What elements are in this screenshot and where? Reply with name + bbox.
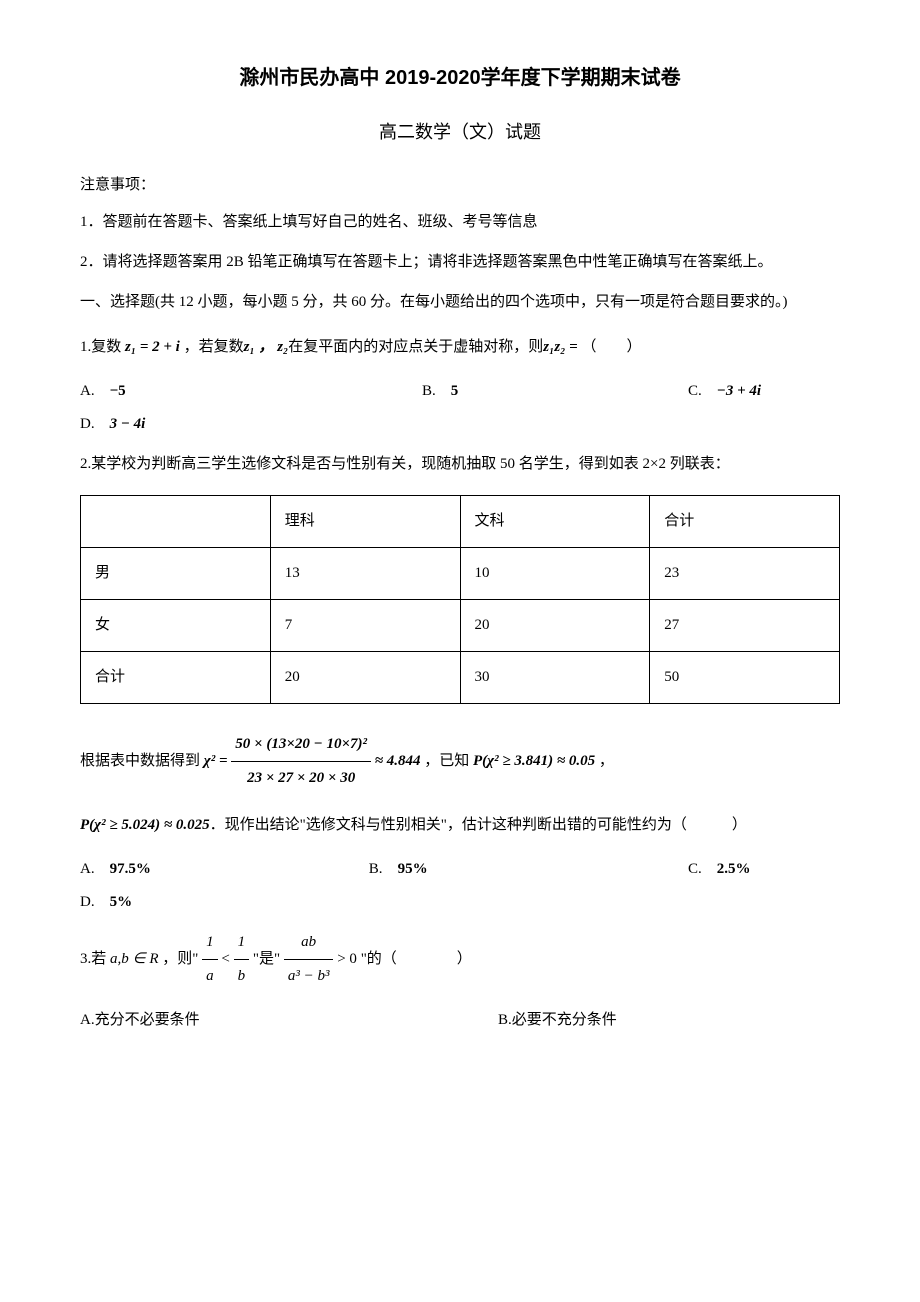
q3-gt0: > 0 <box>333 951 356 967</box>
q3-mid2: "是" <box>249 951 284 967</box>
q2-conclusion: ．现作出结论"选修文科与性别相关"，估计这种判断出错的可能性约为（ ） <box>210 817 747 833</box>
q2-option-d: D. 5% <box>80 889 840 916</box>
q1-opt-c-label: C. <box>688 383 717 399</box>
q2-options: A. 97.5% B. 95% C. 2.5% D. 5% <box>80 856 840 916</box>
q2-option-b: B. 95% <box>369 856 688 883</box>
q2-chi2-num: 50 × (13×20 − 10×7)² <box>231 728 371 762</box>
q3-frac3: aba³ − b³ <box>284 926 334 993</box>
q1-z1: z₁ = 2 + i <box>125 339 180 355</box>
table-cell: 23 <box>650 548 840 600</box>
q3-frac3-num: ab <box>284 926 334 960</box>
q3-cond: a,b ∈ R <box>110 951 158 967</box>
q2-option-c: C. 2.5% <box>688 856 840 883</box>
table-cell: 20 <box>270 652 460 704</box>
table-row: 男 13 10 23 <box>81 548 840 600</box>
q3-frac1: 1a <box>202 926 218 993</box>
notice-item-2: 2．请将选择题答案用 2B 铅笔正确填写在答题卡上；请将非选择题答案黑色中性笔正… <box>80 247 840 277</box>
table-cell: 合计 <box>650 496 840 548</box>
q2-chi2-fraction: 50 × (13×20 − 10×7)²23 × 27 × 20 × 30 <box>231 728 371 795</box>
table-row: 合计 20 30 50 <box>81 652 840 704</box>
table-cell: 合计 <box>81 652 271 704</box>
q2-chi2-approx: ≈ 4.844 <box>371 753 420 769</box>
q3-mid3: "的（ ） <box>357 951 472 967</box>
table-cell: 文科 <box>460 496 650 548</box>
table-cell: 10 <box>460 548 650 600</box>
table-cell: 男 <box>81 548 271 600</box>
q1-z2-label: z₂ <box>273 339 288 355</box>
q1-opt-d-label: D. <box>80 416 110 432</box>
q3-option-b: B.必要不充分条件 <box>498 1007 840 1034</box>
q2-text: 2.某学校为判断高三学生选修文科是否与性别有关，现随机抽取 50 名学生，得到如… <box>80 456 730 472</box>
section-1-heading: 一、选择题(共 12 小题，每小题 5 分，共 60 分。在每小题给出的四个选项… <box>80 287 840 317</box>
exam-subtitle: 高二数学（文）试题 <box>80 116 840 148</box>
q2-opt-c-label: C. <box>688 861 717 877</box>
table-cell: 30 <box>460 652 650 704</box>
q2-option-a: A. 97.5% <box>80 856 369 883</box>
q3-prefix: 3.若 <box>80 951 110 967</box>
q1-prefix: 1.复数 <box>80 339 125 355</box>
q2-opt-d-label: D. <box>80 894 110 910</box>
q3-frac1-num: 1 <box>202 926 218 960</box>
q2-opt-b-val: 95% <box>398 861 428 877</box>
q3-frac2-den: b <box>234 960 250 993</box>
q3-frac2: 1b <box>234 926 250 993</box>
q2-chi2-den: 23 × 27 × 20 × 30 <box>231 762 371 795</box>
q1-opt-d-val: 3 − 4i <box>110 416 146 432</box>
q3-option-a: A.充分不必要条件 <box>80 1007 498 1034</box>
q1-mid2: 在复平面内的对应点关于虚轴对称，则 <box>288 339 543 355</box>
q1-z1z2: z₁z₂ = <box>543 339 581 355</box>
table-cell: 13 <box>270 548 460 600</box>
q3-lt: < <box>218 951 234 967</box>
q3-frac1-den: a <box>202 960 218 993</box>
q2-formula-prefix: 根据表中数据得到 <box>80 753 204 769</box>
q2-p2: P(χ² ≥ 5.024) ≈ 0.025 <box>80 817 210 833</box>
question-1: 1.复数 z₁ = 2 + i ，若复数z₁ ， z₂在复平面内的对应点关于虚轴… <box>80 331 840 364</box>
q3-frac2-num: 1 <box>234 926 250 960</box>
q1-options: A. −5 B. 5 C. −3 + 4i D. 3 − 4i <box>80 378 840 438</box>
q1-option-b: B. 5 <box>422 378 688 405</box>
q2-formula-line-2: P(χ² ≥ 5.024) ≈ 0.025．现作出结论"选修文科与性别相关"，估… <box>80 809 840 842</box>
q1-opt-c-val: −3 + 4i <box>717 383 761 399</box>
q2-p1: P(χ² ≥ 3.841) ≈ 0.05 <box>473 753 595 769</box>
q1-option-c: C. −3 + 4i <box>688 378 840 405</box>
table-cell: 女 <box>81 600 271 652</box>
q3-mid1: ，则" <box>159 951 203 967</box>
q1-opt-b-val: 5 <box>451 383 459 399</box>
q3-frac3-den: a³ − b³ <box>284 960 334 993</box>
q2-opt-b-label: B. <box>369 861 398 877</box>
question-3: 3.若 a,b ∈ R ，则" 1a < 1b "是" aba³ − b³ > … <box>80 926 840 993</box>
q2-comma-1: ， <box>595 753 614 769</box>
q1-opt-b-label: B. <box>422 383 451 399</box>
q2-opt-d-val: 5% <box>110 894 133 910</box>
notice-heading: 注意事项： <box>80 172 840 199</box>
q2-known-prefix: ，已知 <box>421 753 474 769</box>
exam-title: 滁州市民办高中 2019-2020学年度下学期期末试卷 <box>80 60 840 96</box>
q1-option-d: D. 3 − 4i <box>80 411 840 438</box>
q3-options: A.充分不必要条件 B.必要不充分条件 <box>80 1007 840 1034</box>
q1-tail: （ ） <box>581 339 641 355</box>
q2-formula-line-1: 根据表中数据得到 χ² = 50 × (13×20 − 10×7)²23 × 2… <box>80 728 840 795</box>
table-header-row: 理科 文科 合计 <box>81 496 840 548</box>
q2-contingency-table: 理科 文科 合计 男 13 10 23 女 7 20 27 合计 20 30 5… <box>80 495 840 704</box>
q1-opt-a-val: −5 <box>110 383 126 399</box>
question-2: 2.某学校为判断高三学生选修文科是否与性别有关，现随机抽取 50 名学生，得到如… <box>80 448 840 481</box>
q1-opt-a-label: A. <box>80 383 110 399</box>
table-cell: 20 <box>460 600 650 652</box>
table-cell: 50 <box>650 652 840 704</box>
table-row: 女 7 20 27 <box>81 600 840 652</box>
q2-chi2-lhs: χ² = <box>204 753 232 769</box>
table-cell: 7 <box>270 600 460 652</box>
q2-opt-c-val: 2.5% <box>717 861 751 877</box>
q2-opt-a-val: 97.5% <box>110 861 151 877</box>
notice-item-1: 1．答题前在答题卡、答案纸上填写好自己的姓名、班级、考号等信息 <box>80 207 840 237</box>
table-cell <box>81 496 271 548</box>
q1-z1-label: z₁ ， <box>244 339 274 355</box>
q2-opt-a-label: A. <box>80 861 110 877</box>
q1-mid1: ，若复数 <box>180 339 244 355</box>
table-cell: 27 <box>650 600 840 652</box>
q1-option-a: A. −5 <box>80 378 422 405</box>
table-cell: 理科 <box>270 496 460 548</box>
